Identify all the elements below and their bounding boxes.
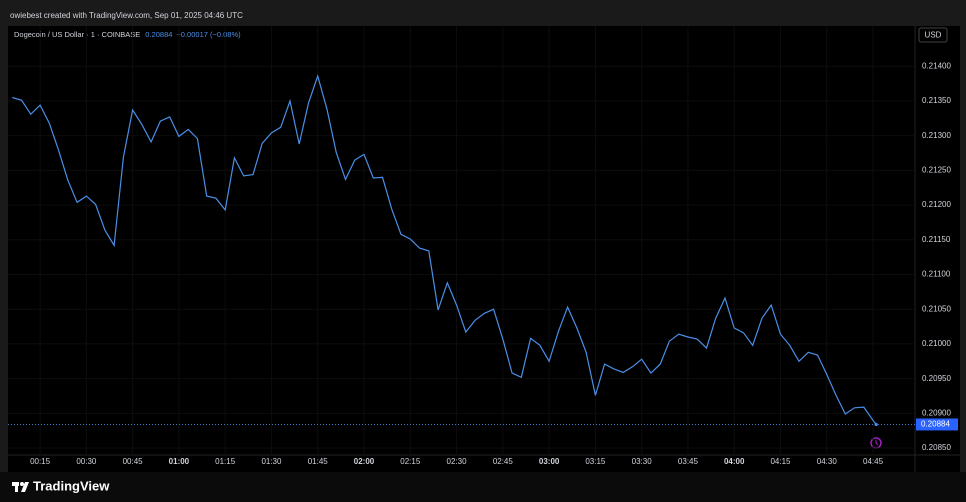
price-line: [12, 73, 877, 425]
x-tick-label: 01:45: [308, 457, 329, 466]
y-tick-label: 0.21200: [922, 200, 951, 209]
x-tick-label: 04:45: [863, 457, 884, 466]
currency[interactable]: USD: [925, 31, 942, 40]
y-tick-label: 0.21300: [922, 131, 951, 140]
symbol: Dogecoin / US Dollar · 1 · COINBASE: [14, 30, 140, 39]
y-tick-label: 0.21350: [922, 96, 951, 105]
y-tick-label: 0.21050: [922, 304, 951, 313]
chart-panel: [8, 26, 960, 472]
y-tick-label: 0.21000: [922, 339, 951, 348]
brand: TradingView: [33, 478, 110, 493]
x-tick-label: 04:15: [770, 457, 791, 466]
y-tick-label: 0.21250: [922, 165, 951, 174]
x-tick-label: 03:45: [678, 457, 699, 466]
x-tick-label: 02:30: [447, 457, 468, 466]
x-tick-label: 00:30: [76, 457, 97, 466]
x-tick-label: 02:00: [354, 457, 375, 466]
logo: [12, 482, 29, 492]
currency-box[interactable]: [918, 27, 948, 43]
x-tick-label: 03:15: [585, 457, 606, 466]
header-change: −0.00017 (−0.08%): [176, 30, 241, 39]
y-tick-label: 0.20950: [922, 374, 951, 383]
y-tick-label: 0.20900: [922, 408, 951, 417]
header-price: 0.20884: [145, 30, 172, 39]
footer: [0, 472, 966, 502]
y-tick-label: 0.21150: [922, 235, 951, 244]
last-point: [874, 422, 878, 427]
y-tick-label: 0.21400: [922, 61, 951, 70]
chart-title: owiebest created with TradingView.com, S…: [10, 11, 243, 20]
x-tick-label: 02:15: [400, 457, 421, 466]
x-tick-label: 01:00: [169, 457, 190, 466]
x-tick-label: 00:15: [30, 457, 51, 466]
x-tick-label: 04:00: [724, 457, 745, 466]
last-price-box: [916, 418, 958, 431]
x-tick-label: 03:30: [632, 457, 653, 466]
x-tick-label: 03:00: [539, 457, 560, 466]
x-tick-label: 02:45: [493, 457, 514, 466]
y-tick-label: 0.20850: [922, 443, 951, 452]
x-tick-label: 01:30: [261, 457, 282, 466]
last-price-label: 0.20884: [921, 420, 950, 429]
x-tick-label: 01:15: [215, 457, 236, 466]
x-tick-label: 00:45: [123, 457, 144, 466]
x-tick-label: 04:30: [817, 457, 838, 466]
y-tick-label: 0.21100: [922, 270, 951, 279]
